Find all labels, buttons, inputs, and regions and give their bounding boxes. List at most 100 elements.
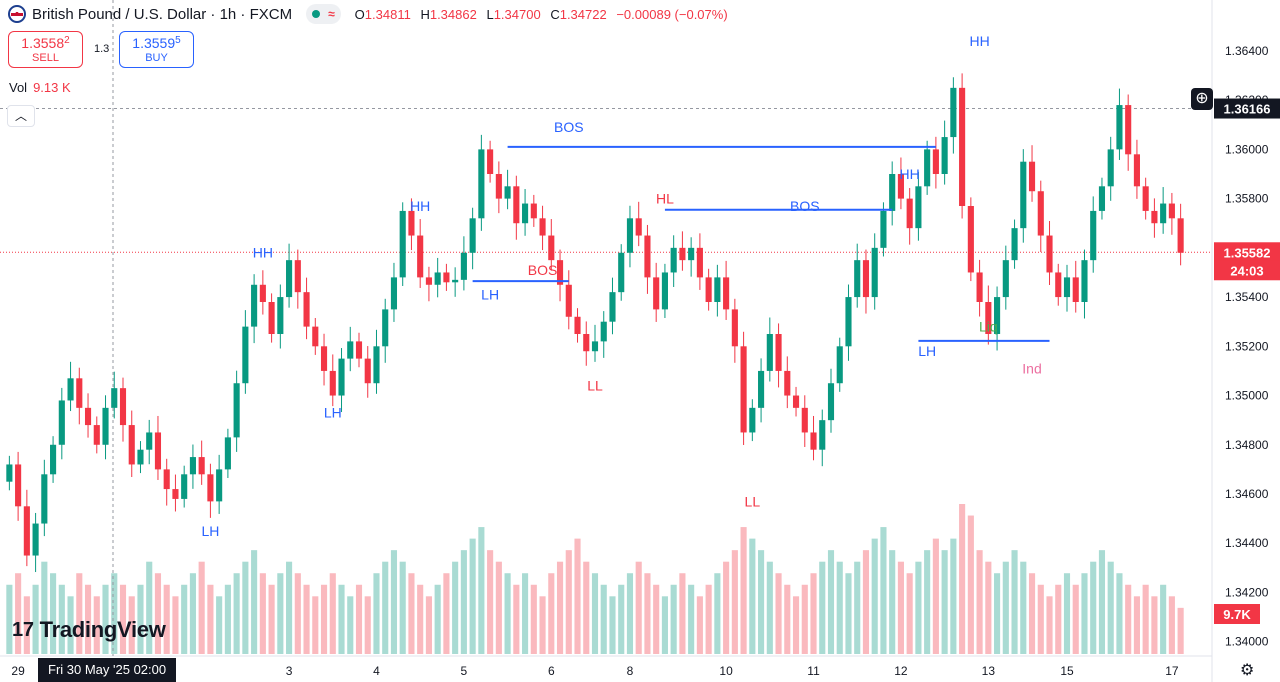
volume-bar [58,584,65,654]
high-value: 1.34862 [429,6,477,22]
volume-bar [758,550,765,654]
candle-body [618,252,625,293]
symbol-title[interactable]: British Pound / U.S. Dollar · 1h · FXCM [32,5,293,23]
volume-bar [1151,596,1158,654]
volume-bar [6,584,13,654]
volume-bar [128,596,135,654]
volume-bar [626,573,634,654]
buy-button[interactable]: 1.35595 BUY [119,31,194,68]
volume-bar [1107,561,1114,654]
candle-body [539,218,546,236]
x-tick-label: 5 [461,664,468,678]
volume-bar [985,561,992,654]
volume-bar [443,573,450,654]
candle-body [58,400,65,445]
volume-bar [1142,584,1149,654]
candle-body [452,279,459,283]
volume-bar [224,584,231,654]
volume-bar [583,561,590,654]
sell-button[interactable]: 1.35582 SELL [8,31,83,68]
volume-bar [303,584,310,654]
structure-label: Ind [1022,360,1041,376]
volume-bar [294,573,301,654]
volume-bar [714,573,721,654]
candle-body [137,449,144,465]
candle-body [513,186,520,224]
volume-bar [679,573,686,654]
market-status-pill[interactable]: ≈ [306,4,341,24]
candle-body [827,383,835,421]
volume-bar [355,584,363,654]
countdown-tag-bg [1214,260,1280,281]
candle-body [810,432,817,450]
candle-body [565,284,572,317]
y-tick-label: 1.34400 [1225,536,1269,550]
candle-body [1125,105,1132,155]
candle-body [1063,277,1071,298]
symbol-header: British Pound / U.S. Dollar · 1h · FXCM … [8,2,734,26]
open-value: 1.34811 [364,6,411,22]
candle-body [443,272,450,283]
volume-bar [1046,596,1053,654]
spread-value: 1.3 [94,43,110,55]
volume-bar [644,573,651,654]
volume-bar [565,550,572,654]
candle-body [871,247,878,298]
candle-body [644,235,651,278]
candle-body [1160,203,1167,224]
volume-bar [574,538,581,654]
x-tick-label: 4 [373,664,380,678]
candle-body [932,149,939,174]
structure-label: BOS [528,262,558,278]
candle-body [880,210,887,248]
volume-bar [504,573,511,654]
structure-label: LH [481,287,499,303]
volume-bar [932,538,939,654]
settings-gear-icon[interactable]: ⚙ [1240,662,1255,679]
volume-bar [286,561,293,654]
market-open-dot-icon [312,10,321,18]
candle-body [1151,210,1158,224]
candle-body [836,346,843,384]
tradingview-logo[interactable]: 17 TradingView [12,617,166,642]
structure-label: BOS [790,198,820,214]
candle-body [1081,260,1088,302]
candle-body [792,395,800,408]
crosshair-price-tag-bg [1214,98,1280,119]
volume-bar [941,550,948,654]
candle-body [504,186,511,199]
volume-bar [635,561,642,654]
collapse-legend-button[interactable]: ︿ [7,105,35,127]
volume-bar [259,573,266,654]
candle-body [670,247,677,273]
candle-body [119,388,127,426]
structure-label: LH [324,405,342,421]
volume-bar [556,561,564,654]
candle-body [224,437,231,470]
volume-bar [50,573,57,654]
candle-body [84,407,92,426]
candle-body [6,464,13,482]
volume-bar [251,550,258,654]
candle-body [897,174,904,199]
volume-bar [434,584,441,654]
volume-bar [15,573,22,654]
volume-bar [1177,607,1184,654]
low-value: 1.34700 [493,6,541,22]
volume-bar [1055,584,1062,654]
volume-bar [242,561,249,654]
crosshair-add-button[interactable]: ⊕ [1191,88,1213,110]
candle-body [1002,260,1009,298]
candle-body [731,309,738,347]
candle-body [530,203,537,219]
volume-bar [119,584,127,654]
candle-body [251,284,258,327]
candle-body [216,469,223,502]
volume-bar [522,573,529,654]
candle-body [994,297,1001,334]
x-tick-label: 15 [1060,664,1074,678]
candle-body [242,326,249,384]
volume-bar [1125,584,1132,654]
candle-body [1177,218,1184,253]
